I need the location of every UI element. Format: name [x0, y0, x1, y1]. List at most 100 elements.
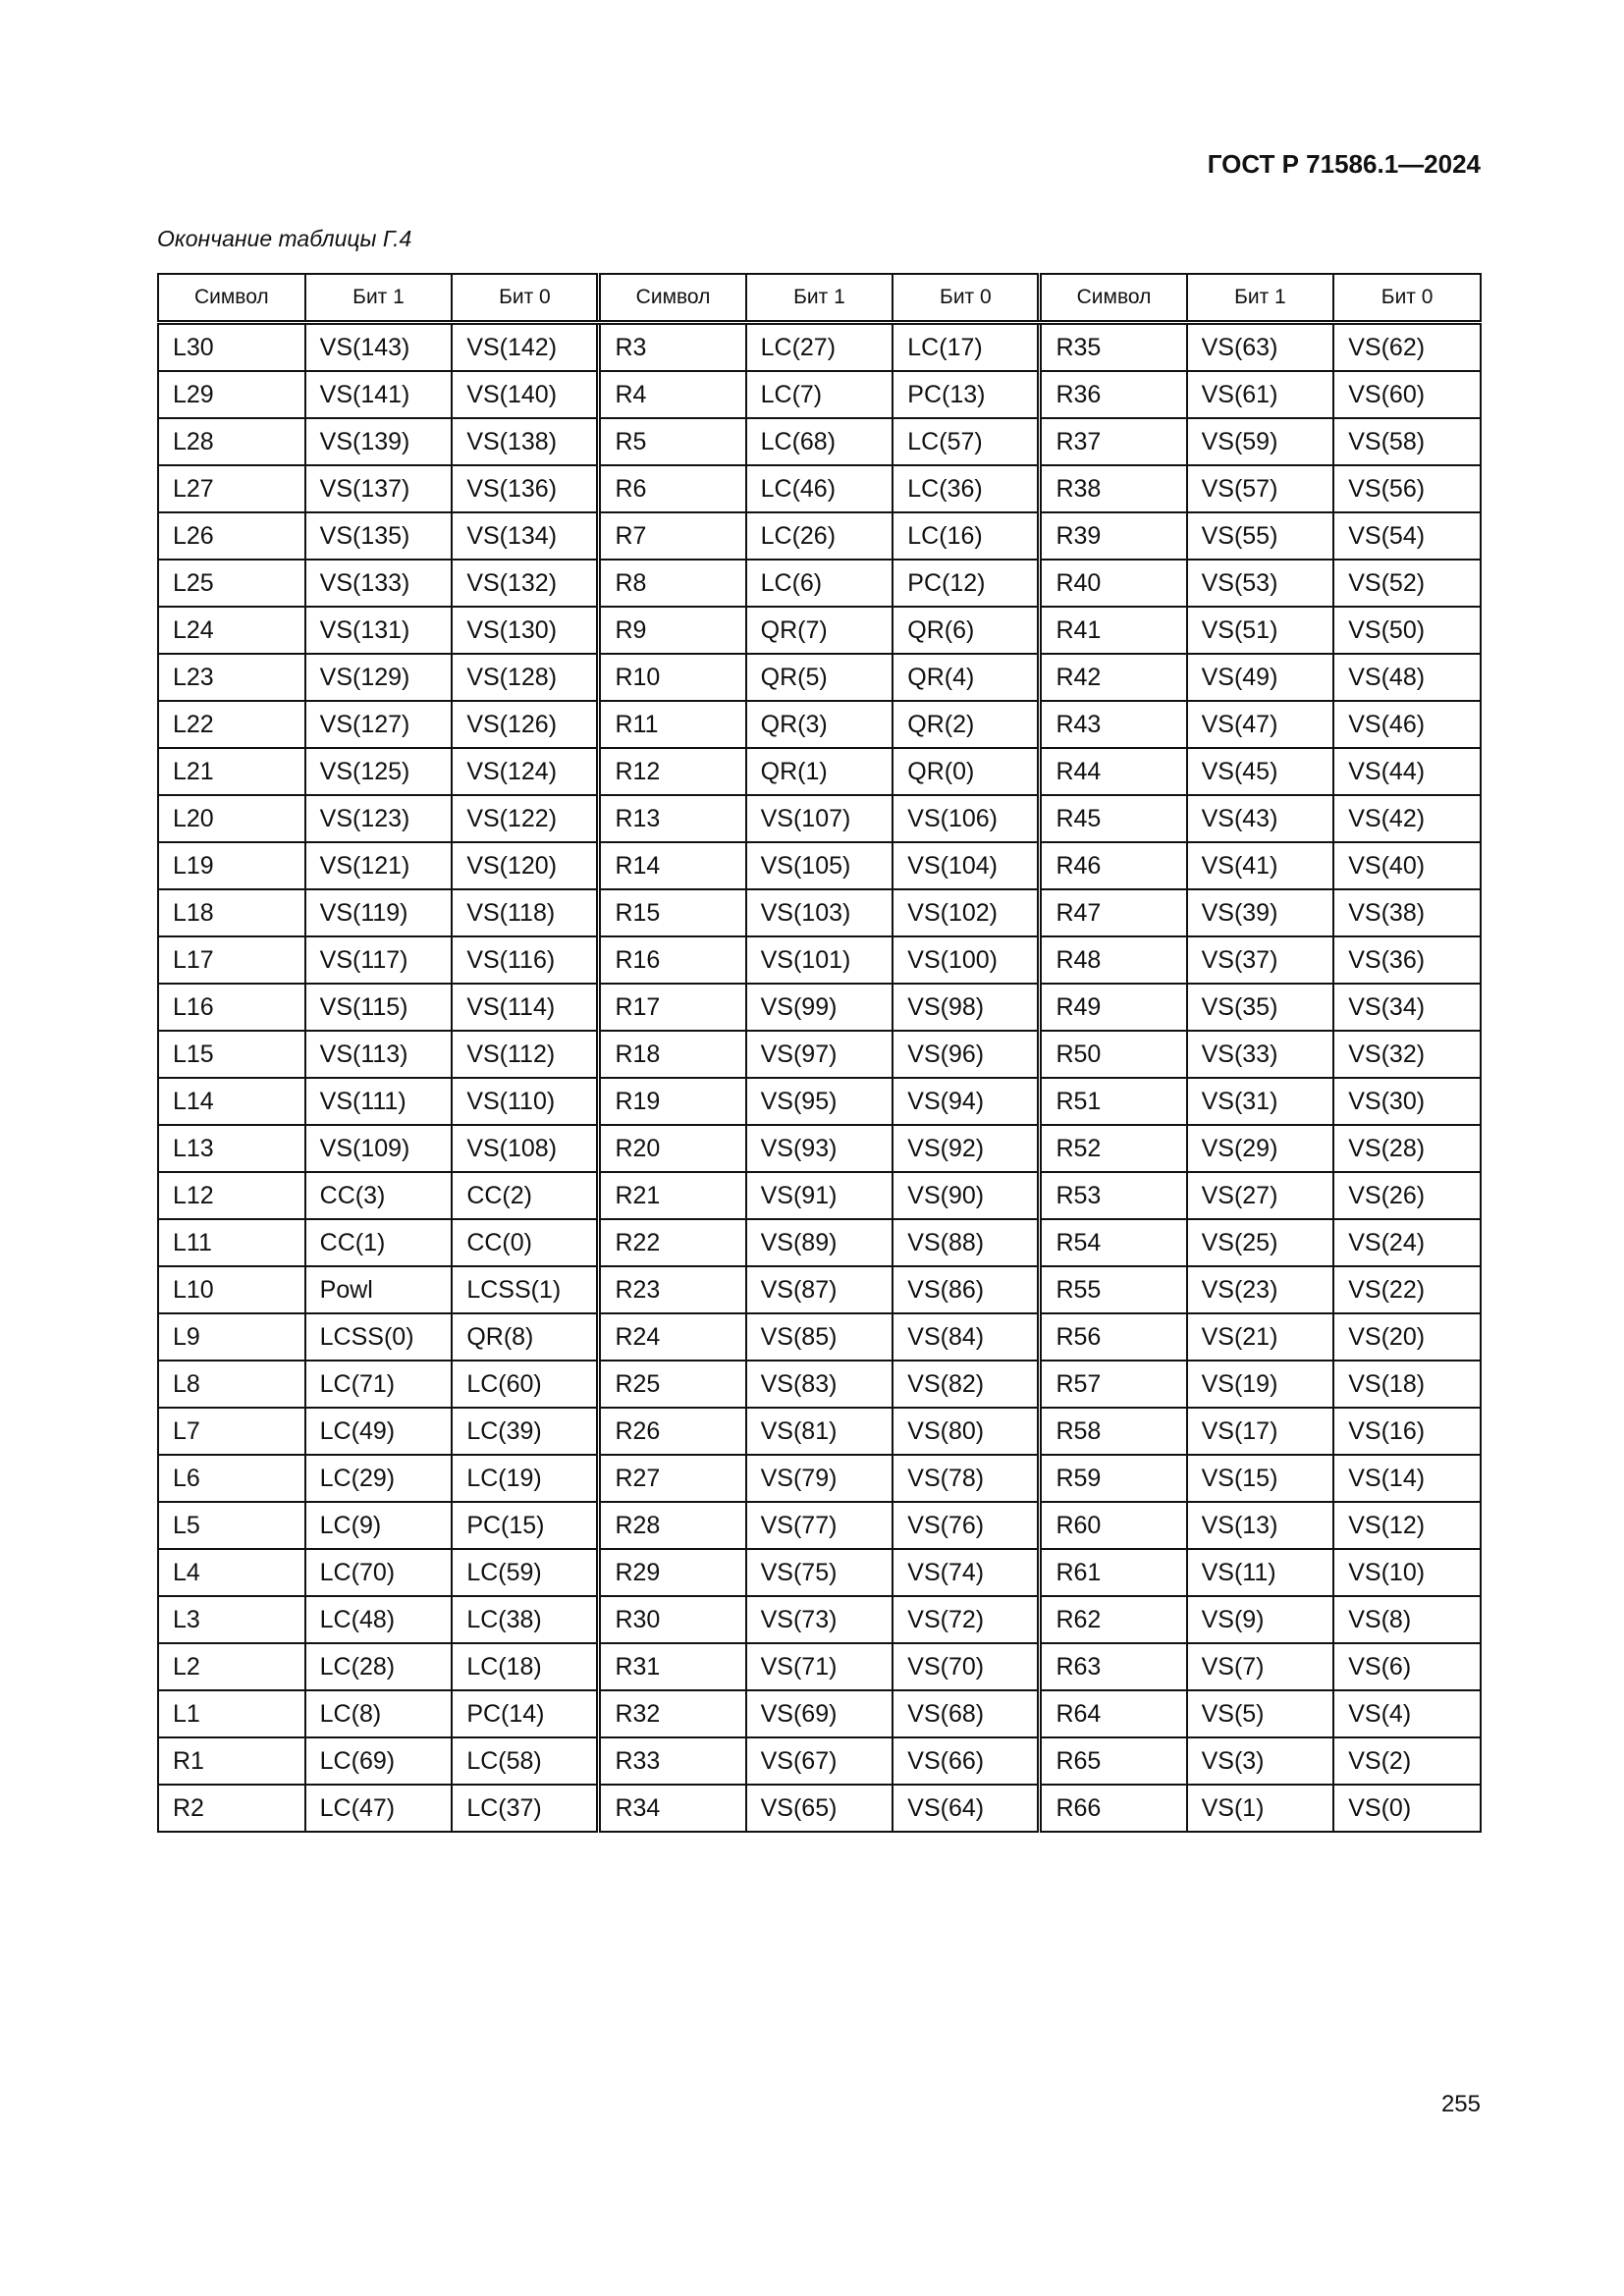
table-cell: LC(69): [303, 1736, 454, 1786]
table-cell: L4: [157, 1548, 306, 1597]
table-cell: VS(25): [1185, 1218, 1335, 1267]
table-cell: VS(70): [892, 1642, 1041, 1691]
table-cell: R9: [596, 606, 747, 655]
table-cell: L16: [157, 983, 306, 1032]
table-cell: LC(9): [303, 1501, 454, 1550]
table-cell: LCSS(0): [303, 1312, 454, 1362]
table-row: L8 LC(71) LC(60) R25 VS(83) VS(82) R57 VS(19) VS…: [157, 1360, 1482, 1409]
table-cell: VS(0): [1332, 1784, 1482, 1833]
table-cell: VS(119): [303, 888, 454, 937]
table-cell: R40: [1037, 559, 1188, 608]
table-cell: VS(93): [744, 1124, 894, 1173]
table-cell: R20: [596, 1124, 747, 1173]
table-cell: R46: [1037, 841, 1188, 890]
table-cell: VS(137): [303, 464, 454, 513]
table-cell: VS(19): [1185, 1360, 1335, 1409]
table-row: L16 VS(115) VS(114) R17 VS(99) VS(98) R49 VS(35…: [157, 983, 1482, 1032]
table-row: L10 Powl LCSS(1) R23 VS(87) VS(86) R55 VS(23) VS…: [157, 1265, 1482, 1314]
table-row: L26 VS(135) VS(134) R7 LC(26) LC(16) R39 VS(55)…: [157, 511, 1482, 561]
table-cell: VS(99): [744, 983, 894, 1032]
table-cell: R43: [1037, 700, 1188, 749]
table-cell: R61: [1037, 1548, 1188, 1597]
table-row: L1 LC(8) PC(14) R32 VS(69) VS(68) R64 VS(5) VS(4…: [157, 1689, 1482, 1738]
table-cell: VS(130): [451, 606, 600, 655]
table-cell: VS(69): [744, 1689, 894, 1738]
table-cell: VS(142): [451, 321, 600, 372]
table-cell: L24: [157, 606, 306, 655]
table-cell: R49: [1037, 983, 1188, 1032]
table-cell: R58: [1037, 1407, 1188, 1456]
table-cell: R52: [1037, 1124, 1188, 1173]
table-cell: LC(17): [892, 321, 1041, 372]
table-cell: VS(83): [744, 1360, 894, 1409]
table-cell: VS(54): [1332, 511, 1482, 561]
table-cell: VS(129): [303, 653, 454, 702]
table-cell: LC(6): [744, 559, 894, 608]
table-cell: VS(97): [744, 1030, 894, 1079]
table-cell: LC(49): [303, 1407, 454, 1456]
table-cell: VS(79): [744, 1454, 894, 1503]
table-cell: VS(29): [1185, 1124, 1335, 1173]
table-cell: VS(116): [451, 935, 600, 985]
table-row: L27 VS(137) VS(136) R6 LC(46) LC(36) R38 VS(57)…: [157, 464, 1482, 513]
table-cell: VS(66): [892, 1736, 1041, 1786]
table-cell: L12: [157, 1171, 306, 1220]
table-cell: VS(78): [892, 1454, 1041, 1503]
table-cell: VS(98): [892, 983, 1041, 1032]
column-header: Бит 1: [744, 273, 894, 325]
table-cell: VS(100): [892, 935, 1041, 985]
table-cell: VS(76): [892, 1501, 1041, 1550]
table-row: R2 LC(47) LC(37) R34 VS(65) VS(64) R66 VS(1) VS(…: [157, 1784, 1482, 1833]
table-cell: VS(128): [451, 653, 600, 702]
table-cell: VS(9): [1185, 1595, 1335, 1644]
table-row: L13 VS(109) VS(108) R20 VS(93) VS(92) R52 VS(29…: [157, 1124, 1482, 1173]
table-cell: R12: [596, 747, 747, 796]
table-cell: R27: [596, 1454, 747, 1503]
table-cell: VS(71): [744, 1642, 894, 1691]
table-cell: R30: [596, 1595, 747, 1644]
table-cell: R65: [1037, 1736, 1188, 1786]
table-cell: R32: [596, 1689, 747, 1738]
table-cell: VS(109): [303, 1124, 454, 1173]
table-cell: VS(10): [1332, 1548, 1482, 1597]
table-cell: R34: [596, 1784, 747, 1833]
table-cell: VS(63): [1185, 321, 1335, 372]
table-cell: LCSS(1): [451, 1265, 600, 1314]
table-cell: VS(75): [744, 1548, 894, 1597]
table-cell: QR(8): [451, 1312, 600, 1362]
table-cell: R51: [1037, 1077, 1188, 1126]
table-cell: L19: [157, 841, 306, 890]
table-cell: LC(48): [303, 1595, 454, 1644]
table-cell: VS(90): [892, 1171, 1041, 1220]
table-cell: R11: [596, 700, 747, 749]
table-cell: R48: [1037, 935, 1188, 985]
table-header-row: Символ Бит 1 Бит 0 Символ Бит 1 Бит 0 Символ Би…: [157, 273, 1482, 325]
table-cell: VS(115): [303, 983, 454, 1032]
table-cell: R44: [1037, 747, 1188, 796]
table-cell: L10: [157, 1265, 306, 1314]
table-cell: VS(74): [892, 1548, 1041, 1597]
table-cell: R37: [1037, 417, 1188, 466]
table-cell: CC(0): [451, 1218, 600, 1267]
table-cell: LC(59): [451, 1548, 600, 1597]
table-cell: R4: [596, 370, 747, 419]
table-cell: VS(94): [892, 1077, 1041, 1126]
table-cell: VS(96): [892, 1030, 1041, 1079]
table-cell: LC(18): [451, 1642, 600, 1691]
table-cell: VS(67): [744, 1736, 894, 1786]
table-cell: R17: [596, 983, 747, 1032]
table-cell: L18: [157, 888, 306, 937]
table-cell: VS(33): [1185, 1030, 1335, 1079]
table-cell: R39: [1037, 511, 1188, 561]
table-cell: VS(57): [1185, 464, 1335, 513]
table-cell: R13: [596, 794, 747, 843]
table-cell: VS(49): [1185, 653, 1335, 702]
table-cell: VS(17): [1185, 1407, 1335, 1456]
table-cell: VS(55): [1185, 511, 1335, 561]
table-cell: VS(20): [1332, 1312, 1482, 1362]
table-cell: VS(125): [303, 747, 454, 796]
table-cell: VS(31): [1185, 1077, 1335, 1126]
table-cell: VS(61): [1185, 370, 1335, 419]
table-cell: VS(68): [892, 1689, 1041, 1738]
table-cell: LC(28): [303, 1642, 454, 1691]
